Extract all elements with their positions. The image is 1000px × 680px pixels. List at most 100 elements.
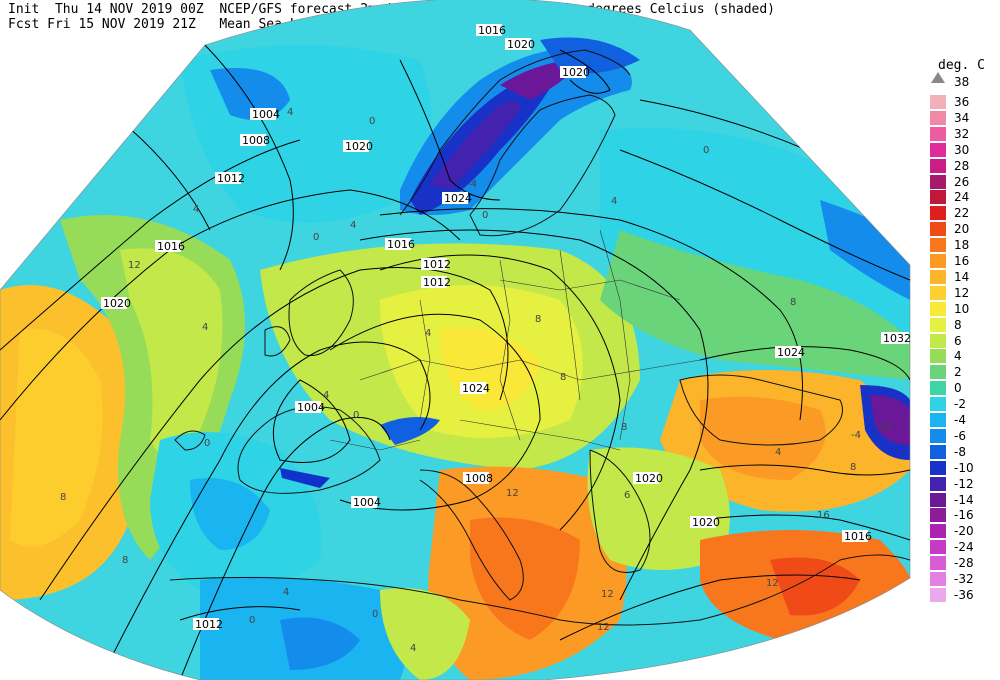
legend-swatch xyxy=(930,476,946,491)
dewpoint-label: -4 xyxy=(467,179,477,190)
legend-swatch xyxy=(930,365,946,380)
legend-entry: 2 xyxy=(930,365,1000,382)
legend-swatch xyxy=(930,460,946,475)
legend-entry: -8 xyxy=(930,444,1000,462)
legend-swatch xyxy=(930,444,946,459)
isobar-label: 1008 xyxy=(465,472,493,485)
legend-label: 18 xyxy=(954,238,970,253)
dewpoint-label: 0 xyxy=(313,232,319,243)
legend-label: -20 xyxy=(954,524,974,539)
legend-label: 30 xyxy=(954,142,970,157)
isobar-label: 1004 xyxy=(353,496,381,509)
isobar-label: 1020 xyxy=(692,516,720,529)
legend-label: 28 xyxy=(954,158,970,173)
isobar-label: 1024 xyxy=(444,192,472,205)
legend-label: 4 xyxy=(954,349,962,364)
isobar-label: 1016 xyxy=(478,24,506,37)
legend-label: 32 xyxy=(954,126,970,141)
isobar-label: 1016 xyxy=(844,530,872,543)
isobar-label: 1012 xyxy=(217,172,245,185)
coastlines xyxy=(169,49,910,626)
isobar-label: 1024 xyxy=(462,382,490,395)
legend-swatch xyxy=(930,158,946,173)
isobar-label: 1016 xyxy=(387,238,415,251)
legend-entry: -14 xyxy=(930,492,1000,510)
legend-entry: 24 xyxy=(930,190,1000,207)
legend-label: -6 xyxy=(954,428,966,443)
legend-swatch xyxy=(930,413,946,427)
legend-swatch xyxy=(930,238,946,253)
legend-swatch xyxy=(930,428,946,443)
isobar-label: 1004 xyxy=(252,108,280,121)
dewpoint-label: 0 xyxy=(369,116,375,127)
legend-entry: 22 xyxy=(930,206,1000,223)
legend-entry: -6 xyxy=(930,428,1000,446)
dewpoint-label: 8 xyxy=(790,297,796,308)
legend-entry: -16 xyxy=(930,508,1000,525)
dewpoint-shading xyxy=(0,0,910,680)
isobar-label: 1020 xyxy=(345,140,373,153)
dewpoint-label: -12 xyxy=(876,422,892,433)
dewpoint-label: 4 xyxy=(775,447,781,458)
legend-label: -32 xyxy=(954,572,974,586)
legend-entry: -24 xyxy=(930,540,1000,557)
legend-entry: 30 xyxy=(930,142,1000,160)
isobar-label: 1012 xyxy=(423,276,451,289)
dewpoint-label: 12 xyxy=(597,622,610,633)
dewpoint-label: 4 xyxy=(350,220,356,231)
legend-label: 14 xyxy=(954,269,970,284)
legend-entry: 26 xyxy=(930,174,1000,192)
legend-label: 10 xyxy=(954,301,970,316)
legend-entry: -10 xyxy=(930,460,1000,478)
isobar-label: 1004 xyxy=(297,401,325,414)
legend-label: -14 xyxy=(954,492,974,507)
dewpoint-label: 6 xyxy=(624,490,630,501)
legend-label: 34 xyxy=(954,110,970,125)
legend-swatch xyxy=(930,95,946,109)
legend-entry: -12 xyxy=(930,476,1000,494)
legend-entry: 16 xyxy=(930,254,1000,271)
dewpoint-label: 4 xyxy=(202,322,208,333)
legend-entry: 18 xyxy=(930,238,1000,255)
isobar-label: 1024 xyxy=(777,346,805,359)
legend-swatch xyxy=(930,333,946,348)
dewpoint-label: 4 xyxy=(323,390,329,401)
dewpoint-label: 12 xyxy=(128,260,141,271)
legend-label: 20 xyxy=(954,222,970,237)
forecast-map: 1016 1020 1020 1004 1008 1012 1020 1016 … xyxy=(0,0,911,680)
legend-entry: -4 xyxy=(930,413,1000,430)
legend-swatch xyxy=(930,269,946,284)
legend-label: 16 xyxy=(954,254,970,268)
dewpoint-label: 12 xyxy=(601,589,614,600)
legend-label: -16 xyxy=(954,508,974,523)
legend-entry: 8 xyxy=(930,317,1000,335)
dewpoint-label: 4 xyxy=(611,196,617,207)
legend-label: 8 xyxy=(954,317,962,332)
dewpoint-label: 8 xyxy=(122,555,128,566)
isobar-label: 1020 xyxy=(562,66,590,79)
legend-entry: 0 xyxy=(930,381,1000,398)
dewpoint-label: 0 xyxy=(372,609,378,620)
legend-swatch xyxy=(930,285,946,300)
dewpoint-label: 0 xyxy=(353,410,359,421)
legend-label: -2 xyxy=(954,397,966,412)
legend-label: 2 xyxy=(954,365,962,380)
legend-label: 36 xyxy=(954,95,970,109)
dewpoint-label: 4 xyxy=(410,643,416,654)
isobar-label: 1032 xyxy=(883,332,911,345)
map-boundary xyxy=(0,0,911,680)
dewpoint-label: -4 xyxy=(851,430,861,441)
legend-swatch xyxy=(930,381,946,396)
legend-entry: 12 xyxy=(930,285,1000,303)
legend-label: -24 xyxy=(954,540,974,555)
legend-swatch xyxy=(930,142,946,157)
isobar-label: 1020 xyxy=(507,38,535,51)
dewpoint-label: 0 xyxy=(249,615,255,626)
legend-label: 0 xyxy=(954,381,962,396)
legend-swatch xyxy=(930,349,946,364)
legend-entry: -36 xyxy=(930,587,1000,605)
legend-swatch xyxy=(930,301,946,316)
legend-label: -36 xyxy=(954,587,974,602)
legend-swatch xyxy=(930,556,946,571)
dewpoint-label: 8 xyxy=(850,462,856,473)
